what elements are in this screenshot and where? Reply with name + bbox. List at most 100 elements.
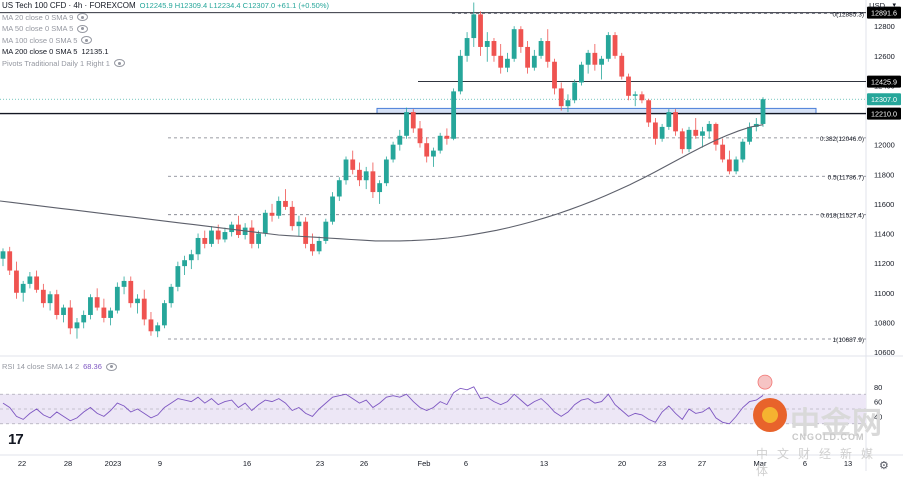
candle-body — [451, 91, 457, 139]
candle-body — [363, 171, 369, 181]
candle-body — [350, 159, 356, 170]
indicator-row[interactable]: MA 200 close 0 SMA 5 12135.1 — [2, 46, 329, 58]
candle-body — [471, 14, 477, 39]
indicator-row[interactable]: MA 50 close 0 SMA 5 — [2, 23, 329, 35]
gear-icon[interactable]: ⚙ — [879, 460, 889, 472]
candle-body — [7, 251, 13, 271]
candle-body — [673, 112, 678, 132]
time-tick-label: 6 — [803, 459, 807, 468]
supply-zone — [376, 107, 817, 115]
candle-body — [135, 298, 140, 304]
candle-body — [256, 233, 261, 244]
indicator-label: MA 100 close 0 SMA 5 — [2, 35, 78, 45]
rsi-value: 68.36 — [83, 362, 102, 371]
candle-body — [686, 129, 692, 150]
price-axis-tag-label: 12307.0 — [871, 95, 897, 104]
candle-body — [599, 58, 604, 65]
candle-body — [733, 159, 739, 172]
candle-body — [410, 112, 416, 129]
candle-body — [585, 52, 591, 65]
candle-body — [693, 129, 699, 136]
fib-level-label: 0.5(11786.7) — [828, 174, 864, 181]
chevron-down-icon[interactable]: ▾ — [892, 2, 896, 9]
symbol-title[interactable]: US Tech 100 CFD · 4h · FOREXCOM — [2, 1, 136, 10]
candle-body — [148, 319, 154, 332]
candle-body — [619, 55, 625, 77]
candle-body — [202, 237, 208, 244]
eye-icon[interactable] — [113, 59, 125, 68]
time-tick-label: 27 — [698, 459, 706, 468]
candle-body — [457, 55, 463, 92]
candle-body — [215, 230, 221, 240]
candle-body — [558, 88, 564, 107]
rsi-label[interactable]: RSI 14 close SMA 14 2 — [2, 362, 80, 371]
candle-body — [336, 180, 342, 197]
eye-icon[interactable] — [81, 36, 93, 45]
currency-label[interactable]: USD — [869, 1, 885, 10]
candle-body — [343, 159, 349, 181]
indicator-row[interactable]: MA 20 close 0 SMA 9 — [2, 12, 329, 24]
indicator-row[interactable]: Pivots Traditional Daily 1 Right 1 — [2, 58, 329, 70]
candle-body — [94, 297, 100, 308]
candle-body — [478, 14, 483, 47]
indicator-row[interactable]: MA 100 close 0 SMA 5 — [2, 35, 329, 47]
indicator-label: MA 50 close 0 SMA 5 — [2, 24, 74, 33]
eye-icon[interactable] — [77, 24, 89, 33]
candle-body — [289, 206, 295, 227]
candle-body — [531, 55, 537, 68]
time-tick-label: 16 — [243, 459, 251, 468]
rsi-tick-label: 40 — [874, 412, 882, 421]
indicator-value: 12135.1 — [81, 47, 109, 56]
candle-body — [128, 280, 134, 304]
time-tick-label: 13 — [540, 459, 548, 468]
candle-body — [740, 141, 746, 160]
candle-body — [34, 276, 40, 290]
candle-body — [222, 232, 228, 240]
chart-legend: US Tech 100 CFD · 4h · FOREXCOM O12245.9… — [2, 0, 329, 69]
candle-body — [390, 144, 396, 160]
candle-body — [666, 112, 672, 127]
candle-body — [316, 240, 322, 252]
candle-body — [67, 307, 73, 329]
indicator-label: MA 200 close 0 SMA 5 — [2, 47, 78, 56]
candle-body — [229, 224, 235, 233]
candle-body — [14, 270, 19, 293]
candle-body — [101, 307, 107, 318]
candle-body — [47, 294, 53, 304]
candle-body — [626, 76, 631, 96]
watermark-english: CNGOLD.COM — [792, 432, 865, 442]
tradingview-logo[interactable]: 17 — [8, 431, 24, 448]
candle-body — [484, 41, 490, 47]
time-tick-label: 20 — [618, 459, 626, 468]
price-axis-tag — [867, 107, 901, 120]
candle-body — [565, 100, 571, 107]
eye-icon[interactable] — [105, 362, 117, 371]
candle-body — [605, 35, 611, 59]
time-tick-label: 9 — [158, 459, 162, 468]
candle-body — [545, 41, 551, 62]
candle-body — [431, 150, 436, 157]
candle-body — [612, 35, 618, 56]
price-tick-label: 11400 — [874, 230, 894, 239]
price-axis-tag-label: 12210.0 — [871, 110, 897, 119]
candle-body — [720, 144, 726, 160]
price-axis-tag — [867, 75, 901, 88]
sma200-line — [0, 124, 764, 242]
fib-level-label: 0(12885.3) — [833, 12, 864, 19]
watermark-subtitle: 中文财经新媒体 — [756, 447, 883, 478]
price-tick-label: 10600 — [874, 348, 895, 357]
candle-body — [404, 112, 409, 136]
candle-body — [155, 325, 161, 332]
eye-icon[interactable] — [77, 13, 89, 22]
candle-body — [283, 200, 288, 207]
time-tick-label: 22 — [18, 459, 26, 468]
candle-body — [0, 251, 6, 259]
price-axis-tag — [867, 93, 901, 106]
candle-body — [592, 52, 598, 65]
candle-body — [303, 221, 309, 244]
candle-body — [444, 135, 450, 139]
candle-body — [61, 307, 66, 315]
candle-body — [141, 298, 147, 320]
price-tick-label: 12600 — [874, 52, 895, 61]
